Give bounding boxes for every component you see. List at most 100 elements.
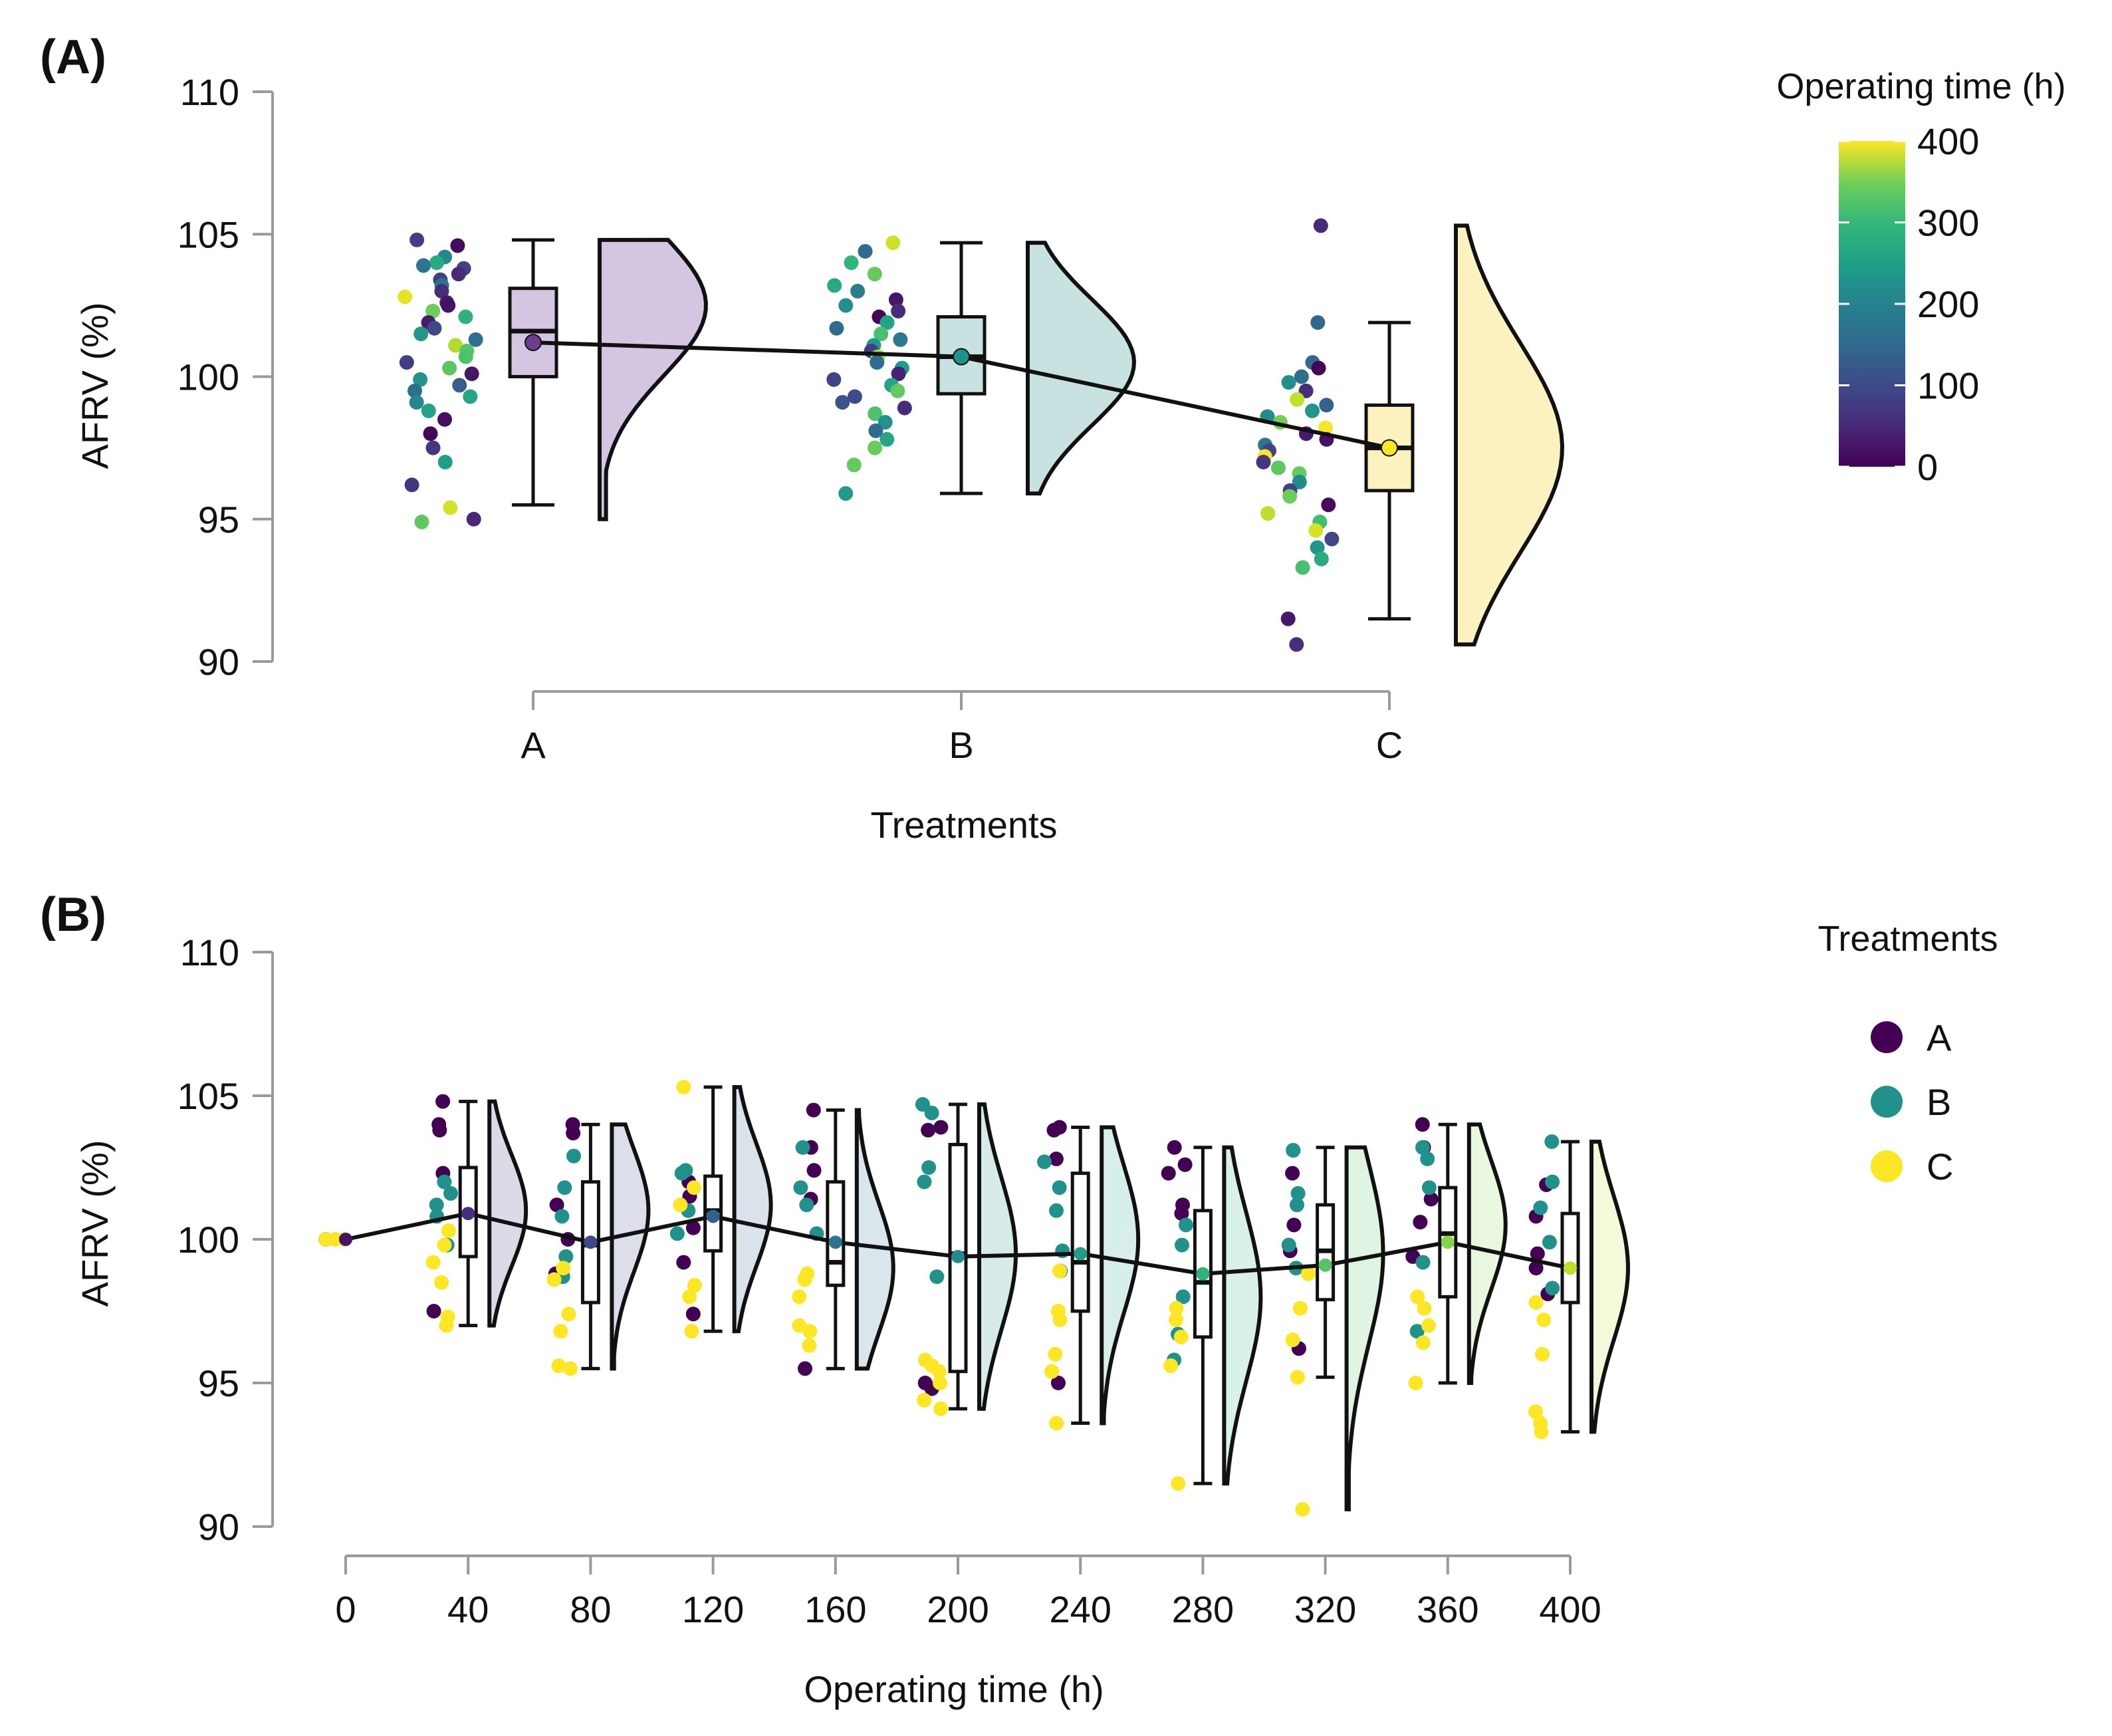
data-point bbox=[890, 383, 905, 398]
data-point bbox=[1415, 1255, 1431, 1270]
data-point bbox=[888, 292, 903, 307]
data-point bbox=[874, 326, 889, 342]
data-point bbox=[798, 1361, 812, 1376]
treatment-group-b bbox=[826, 235, 1137, 501]
data-point bbox=[1530, 1246, 1545, 1261]
panel-b-x-tick-label: 200 bbox=[927, 1588, 989, 1630]
box-400 bbox=[1560, 1211, 1580, 1304]
panel-b-y-tick-label: 110 bbox=[180, 931, 239, 973]
data-point bbox=[1409, 1324, 1425, 1339]
data-point bbox=[1536, 1312, 1552, 1327]
panel-b-x-tick-label: 0 bbox=[335, 1588, 356, 1630]
data-point bbox=[1289, 637, 1304, 652]
treatments-legend-title: Treatments bbox=[1818, 919, 1998, 959]
panel-b-y-axis-title: AFRV (%) bbox=[74, 1140, 116, 1307]
data-point bbox=[556, 1261, 571, 1276]
data-point bbox=[443, 1185, 458, 1201]
data-point bbox=[1544, 1134, 1560, 1150]
data-point bbox=[1290, 1197, 1304, 1213]
data-point bbox=[558, 1249, 574, 1264]
data-point bbox=[897, 400, 912, 416]
data-point bbox=[450, 238, 465, 253]
data-point bbox=[399, 355, 414, 370]
data-point bbox=[458, 349, 473, 364]
mean-marker bbox=[461, 1207, 475, 1221]
panel-b-x-tick-label: 280 bbox=[1172, 1588, 1234, 1630]
data-point bbox=[885, 235, 901, 251]
panel-b-x-tick-label: 400 bbox=[1539, 1588, 1601, 1630]
data-point bbox=[404, 477, 419, 493]
data-point bbox=[1290, 1370, 1305, 1385]
data-point bbox=[858, 244, 873, 259]
mean-marker bbox=[1564, 1261, 1577, 1275]
data-point bbox=[1171, 1476, 1186, 1491]
data-point bbox=[398, 289, 413, 305]
panel-b-y-tick-label: 95 bbox=[198, 1362, 239, 1404]
data-point bbox=[1049, 1203, 1064, 1218]
data-point bbox=[795, 1140, 810, 1155]
data-point bbox=[917, 1174, 932, 1189]
panel-a-x-tick-label: A bbox=[521, 724, 546, 766]
data-point bbox=[448, 338, 463, 353]
violin-400 bbox=[1589, 1140, 1631, 1434]
mean-marker bbox=[584, 1235, 598, 1249]
data-point bbox=[1175, 1289, 1191, 1304]
data-point bbox=[1413, 1215, 1428, 1230]
legend-swatch-c bbox=[1871, 1150, 1903, 1182]
data-point bbox=[1535, 1346, 1550, 1362]
data-point bbox=[827, 278, 842, 293]
mean-marker bbox=[1196, 1267, 1210, 1281]
data-point bbox=[566, 1126, 581, 1141]
violin-320 bbox=[1344, 1145, 1385, 1512]
violin-240 bbox=[1100, 1125, 1141, 1426]
data-point bbox=[546, 1272, 562, 1287]
data-point bbox=[1169, 1312, 1183, 1327]
data-point bbox=[1305, 403, 1320, 418]
data-point bbox=[1290, 392, 1305, 407]
data-point bbox=[1169, 1301, 1184, 1316]
data-point bbox=[437, 1237, 452, 1253]
colorbar-ticks: 400 300 200 100 0 bbox=[1839, 120, 1979, 488]
data-point bbox=[429, 255, 444, 271]
data-point bbox=[1542, 1235, 1557, 1250]
time-group-160 bbox=[792, 1102, 895, 1376]
data-point bbox=[802, 1324, 818, 1339]
data-point bbox=[416, 258, 431, 273]
data-point bbox=[551, 1358, 566, 1374]
data-point bbox=[802, 1338, 817, 1353]
panel-a-y-tick-label: 110 bbox=[180, 71, 239, 113]
data-point bbox=[1415, 1140, 1430, 1155]
data-point bbox=[685, 1306, 701, 1322]
data-point bbox=[437, 1174, 452, 1189]
violin-a bbox=[598, 237, 708, 521]
colorbar-title: Operating time (h) bbox=[1776, 66, 2065, 106]
data-point bbox=[409, 395, 424, 410]
mean-marker bbox=[1318, 1258, 1332, 1272]
mean-marker bbox=[1441, 1235, 1455, 1249]
data-point bbox=[682, 1289, 697, 1304]
data-point bbox=[868, 440, 883, 455]
data-point bbox=[464, 366, 479, 382]
data-point bbox=[1163, 1358, 1179, 1374]
panel-a-x-axis-title: Treatments bbox=[870, 804, 1057, 846]
panel-b-label: (B) bbox=[40, 888, 106, 941]
data-point bbox=[687, 1180, 701, 1195]
violin-80 bbox=[610, 1122, 651, 1371]
time-group-40 bbox=[425, 1094, 528, 1333]
panel-a-x-tick-label: C bbox=[1376, 724, 1403, 766]
time-group-400 bbox=[1528, 1134, 1631, 1439]
panel-a-axes: 110 105 100 95 90 A B C bbox=[177, 71, 1403, 766]
data-point bbox=[1528, 1295, 1544, 1310]
panel-b-x-tick-label: 120 bbox=[682, 1588, 744, 1630]
data-point bbox=[1174, 1206, 1189, 1221]
panel-b-y-tick-label: 105 bbox=[177, 1075, 239, 1117]
box-240 bbox=[1070, 1172, 1090, 1313]
data-point bbox=[1037, 1154, 1052, 1170]
data-point bbox=[1319, 398, 1334, 413]
colorbar-tick-label: 100 bbox=[1917, 365, 1979, 407]
data-point bbox=[1179, 1217, 1193, 1233]
data-point bbox=[880, 432, 895, 447]
data-point bbox=[425, 440, 441, 455]
data-point bbox=[425, 1255, 441, 1270]
